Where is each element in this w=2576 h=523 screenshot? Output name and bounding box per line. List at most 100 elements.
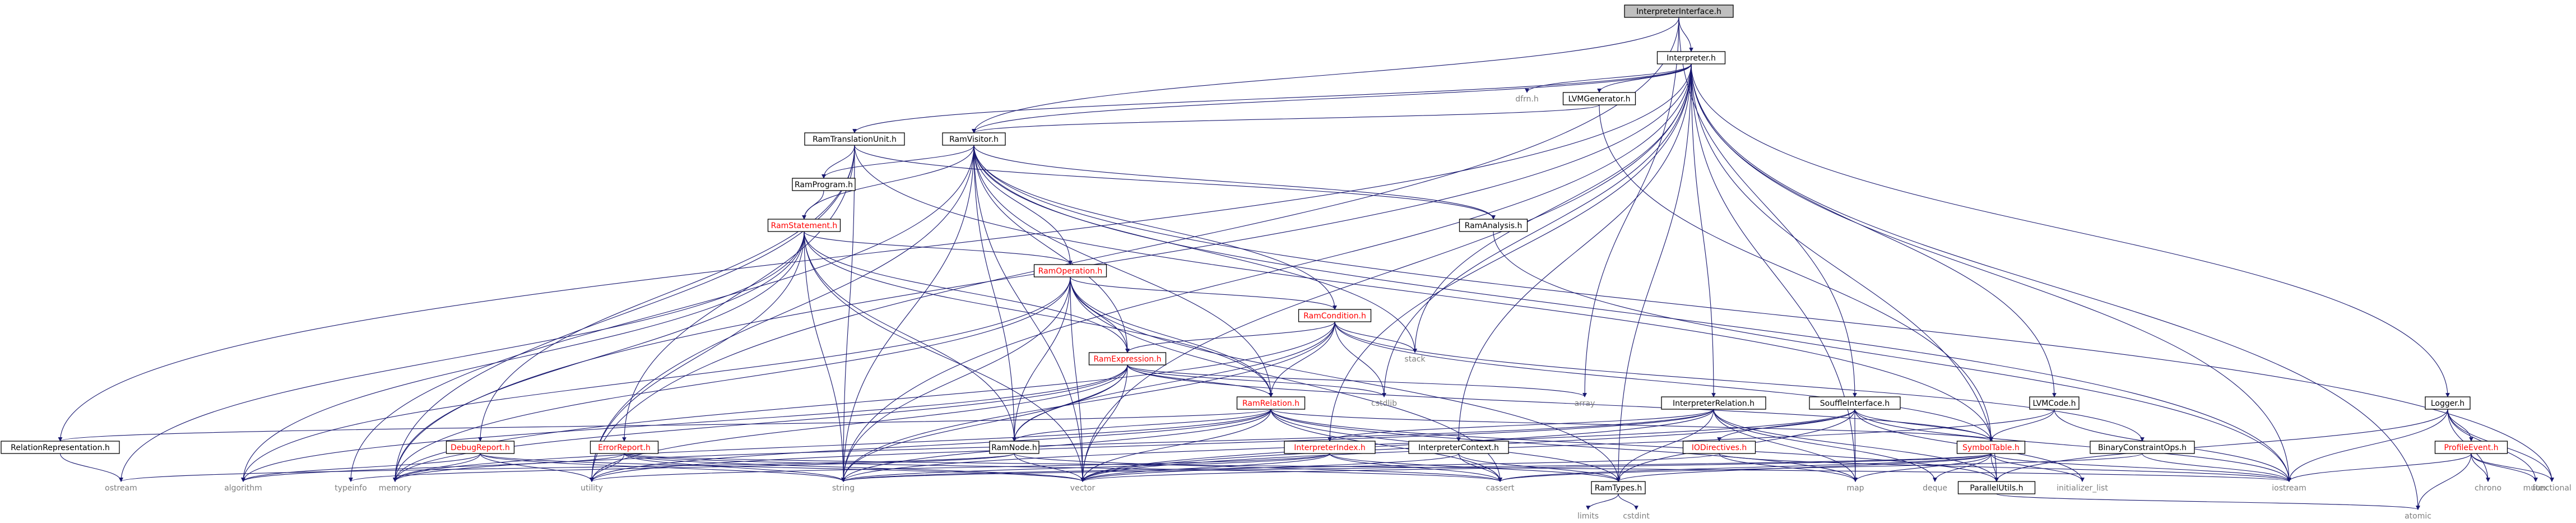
edge-symboltable-to-vector bbox=[1080, 453, 1992, 482]
edge-ramtypes-to-limits bbox=[1586, 493, 1619, 510]
node-profileevent-h[interactable]: ProfileEvent.h bbox=[2434, 441, 2508, 454]
node-stack: stack bbox=[1404, 355, 1426, 364]
node-interpreterinterface-h[interactable]: InterpreterInterface.h bbox=[1624, 4, 1734, 18]
node-label: string bbox=[832, 484, 855, 493]
node-label: DebugReport.h bbox=[451, 443, 510, 452]
node-ramrelation-h[interactable]: RamRelation.h bbox=[1236, 396, 1306, 410]
node-box bbox=[1957, 481, 2036, 494]
edge-interp-to-ramvisitor bbox=[972, 63, 1692, 133]
edge-ramstatement-to-memory bbox=[393, 231, 805, 482]
edge-ramcondition-to-string bbox=[841, 321, 1335, 482]
node-ramstatement-h[interactable]: RamStatement.h bbox=[767, 219, 841, 232]
edge-ramtrans-to-string bbox=[841, 145, 855, 482]
node-symboltable-h[interactable]: SymbolTable.h bbox=[1956, 441, 2026, 454]
node-ramvisitor-h[interactable]: RamVisitor.h bbox=[942, 132, 1006, 146]
node-box bbox=[2425, 396, 2471, 410]
edge-souffleif-to-symboltable bbox=[1854, 409, 1993, 442]
edge-errorreport-to-vector bbox=[624, 453, 1085, 482]
node-deque: deque bbox=[1923, 484, 1947, 493]
edge-ramoperation-to-vector bbox=[1070, 276, 1085, 482]
edge-interp-to-ramtrans bbox=[852, 63, 1692, 133]
edge-interpindex-to-ramtypes bbox=[1329, 453, 1621, 482]
node-box bbox=[1459, 219, 1528, 232]
edge-souffleif-to-iostream bbox=[1854, 409, 2291, 482]
edge-interprel-to-map bbox=[1713, 409, 1858, 482]
edge-interp-to-llvmcode bbox=[1691, 63, 2057, 397]
node-ramnode-h[interactable]: RamNode.h bbox=[989, 441, 1039, 454]
node-ramanalysis-h[interactable]: RamAnalysis.h bbox=[1459, 219, 1528, 232]
node-interpreterrelation-h[interactable]: InterpreterRelation.h bbox=[1661, 396, 1766, 410]
node-box bbox=[1284, 441, 1376, 454]
edge-ramoperation-to-algorithm bbox=[241, 276, 1071, 482]
node-label: InterpreterIndex.h bbox=[1294, 443, 1366, 452]
edge-ramexpression-to-vector bbox=[1080, 364, 1128, 482]
node-interpretercontext-h[interactable]: InterpreterContext.h bbox=[1408, 441, 1509, 454]
edge-ramtrans-to-symboltable bbox=[854, 145, 1993, 442]
node-box bbox=[1956, 441, 2026, 454]
node-ramcondition-h[interactable]: RamCondition.h bbox=[1298, 309, 1372, 322]
node-binaryconstraintops-h[interactable]: BinaryConstraintOps.h bbox=[2090, 441, 2195, 454]
edge-profilevent-to-functional bbox=[2471, 453, 2554, 482]
node-label: RamExpression.h bbox=[1094, 355, 1162, 364]
node-label: limits bbox=[1577, 512, 1599, 521]
edge-ramcondition-to-ramnode bbox=[1012, 321, 1335, 442]
node-box bbox=[1682, 441, 1756, 454]
node-parallelutils-h[interactable]: ParallelUtils.h bbox=[1957, 481, 2036, 494]
node-errorreport-h[interactable]: ErrorReport.h bbox=[590, 441, 659, 454]
node-label: RamStatement.h bbox=[771, 221, 838, 230]
node-interpreterindex-h[interactable]: InterpreterIndex.h bbox=[1284, 441, 1376, 454]
edge-ramvisitor-to-utility bbox=[590, 145, 974, 482]
node-cstdlib: cstdlib bbox=[1371, 399, 1397, 408]
node-cstdint: cstdint bbox=[1623, 512, 1650, 521]
node-label: vector bbox=[1070, 484, 1096, 493]
node-box bbox=[1562, 92, 1636, 105]
node-initializer-list: initializer_list bbox=[2057, 484, 2108, 493]
node-ramoperation-h[interactable]: RamOperation.h bbox=[1033, 264, 1107, 277]
edge-symboltable-to-cassert bbox=[1498, 453, 1992, 482]
edge-ramexpression-to-string bbox=[841, 364, 1128, 482]
edge-logger-to-iostream bbox=[2287, 409, 2448, 482]
node-box bbox=[989, 441, 1039, 454]
edge-errorreport-to-iostream bbox=[624, 453, 2291, 482]
edge-ramtypes-to-cstdint bbox=[1618, 493, 1639, 510]
node-label: InterpreterContext.h bbox=[1418, 443, 1499, 452]
edge-ramexpression-to-memory bbox=[393, 364, 1128, 482]
edge-debugreport-to-algorithm bbox=[241, 453, 481, 482]
node-ostream: ostream bbox=[105, 484, 137, 493]
node-lvmcode-h[interactable]: LVMCode.h bbox=[2029, 396, 2080, 410]
node-interpreter-h[interactable]: Interpreter.h bbox=[1656, 51, 1726, 64]
node-box bbox=[590, 441, 659, 454]
node-logger-h[interactable]: Logger.h bbox=[2425, 396, 2471, 410]
node-relationrepresentation-h[interactable]: RelationRepresentation.h bbox=[1, 441, 120, 454]
node-label: mutex bbox=[2523, 484, 2549, 493]
edge-interp-to-atomic bbox=[1691, 63, 2420, 510]
node-lvmgenerator-h[interactable]: LVMGenerator.h bbox=[1562, 92, 1636, 105]
node-atomic: atomic bbox=[2405, 512, 2431, 521]
node-label: BinaryConstraintOps.h bbox=[2098, 443, 2187, 452]
node-ramexpression-h[interactable]: RamExpression.h bbox=[1088, 352, 1167, 365]
edge-interp-to-parallelutils bbox=[1691, 63, 1999, 482]
edge-ramtrans-to-debugreport bbox=[478, 145, 855, 442]
edge-llvmgen-to-symboltable bbox=[1599, 104, 1993, 442]
edge-ramnode-to-typeinfo bbox=[349, 453, 1015, 482]
node-label: algorithm bbox=[224, 484, 262, 493]
node-box bbox=[2434, 441, 2508, 454]
node-label: LVMGenerator.h bbox=[1568, 95, 1630, 104]
edge-errorreport-to-algorithm bbox=[241, 453, 625, 482]
node-ramprogram-h[interactable]: RamProgram.h bbox=[792, 178, 856, 191]
node-ramtranslationunit-h[interactable]: RamTranslationUnit.h bbox=[804, 132, 905, 146]
node-box bbox=[1, 441, 120, 454]
node-box bbox=[792, 178, 856, 191]
node-box bbox=[1591, 481, 1646, 494]
edge-ramvisitor-to-ramanalysis bbox=[973, 145, 1496, 220]
edge-interprel-to-memory bbox=[393, 409, 1714, 482]
node-iodirectives-h[interactable]: IODirectives.h bbox=[1682, 441, 1756, 454]
edge-interprel-to-deque bbox=[1713, 409, 1937, 482]
node-debugreport-h[interactable]: DebugReport.h bbox=[445, 441, 515, 454]
edge-interprel-to-utility bbox=[590, 409, 1714, 482]
node-ramtypes-h[interactable]: RamTypes.h bbox=[1591, 481, 1646, 494]
node-label: ProfileEvent.h bbox=[2444, 443, 2499, 452]
node-label: cassert bbox=[1486, 484, 1515, 493]
edge-interpindex-to-utility bbox=[590, 453, 1330, 482]
node-souffleinterface-h[interactable]: SouffleInterface.h bbox=[1809, 396, 1901, 410]
